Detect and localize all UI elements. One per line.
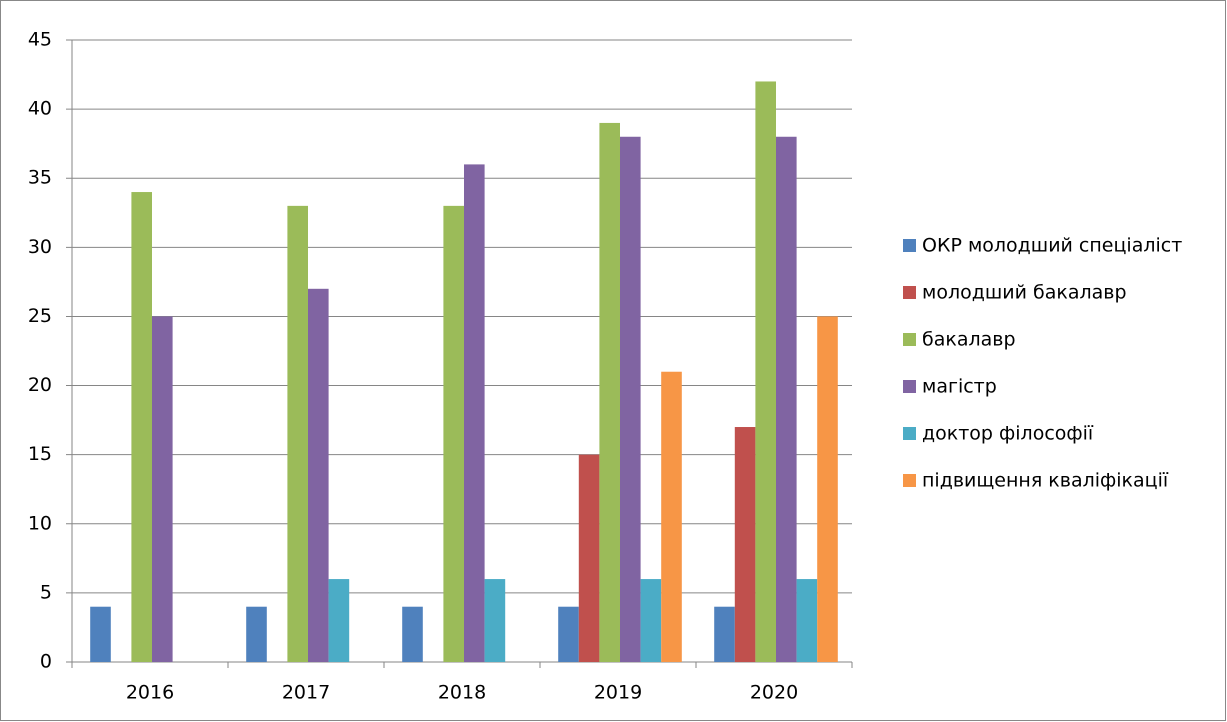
legend-label: молодший бакалавр [922,282,1127,304]
y-tick-label: 10 [28,512,52,534]
x-tick-label: 2018 [438,682,486,704]
y-tick-label: 20 [28,374,52,396]
y-tick-label: 25 [28,305,52,327]
bar [402,606,423,662]
bar [817,316,838,662]
legend-label: підвищення кваліфікації [922,470,1169,492]
x-tick-label: 2017 [282,682,330,704]
x-tick-label: 2020 [750,682,798,704]
bar [152,316,173,662]
legend-label: бакалавр [922,329,1016,351]
legend-swatch [903,239,916,252]
bar [714,606,735,662]
bar [640,579,662,662]
x-tick-label: 2019 [594,682,642,704]
bar [328,579,350,662]
y-tick-label: 40 [28,98,52,120]
legend-label: магістр [922,376,997,398]
bar [90,606,111,662]
bar [661,371,682,662]
legend-swatch [903,474,916,487]
legend-swatch [903,427,916,440]
bar [464,164,485,662]
bar [484,579,506,662]
legend-swatch [903,286,916,299]
bar [131,192,152,663]
bar [776,136,797,662]
legend-swatch [903,333,916,346]
bar [755,81,776,662]
y-tick-label: 5 [40,581,52,603]
bar [246,606,267,662]
legend-label: доктор філософії [922,423,1094,445]
bar [734,427,756,662]
legend-label: ОКР молодший спеціаліст [922,235,1182,257]
y-tick-label: 35 [28,167,52,189]
bar [558,606,579,662]
y-tick-label: 30 [28,236,52,258]
x-tick-label: 2016 [126,682,174,704]
y-tick-label: 15 [28,443,52,465]
bar [599,122,620,662]
y-tick-label: 45 [28,29,52,51]
bar [620,136,641,662]
bar [443,205,464,662]
bar [578,454,600,662]
legend-swatch [903,380,916,393]
bar [308,288,329,662]
y-tick-label: 0 [40,651,52,673]
bar [796,579,818,662]
bar [287,205,308,662]
